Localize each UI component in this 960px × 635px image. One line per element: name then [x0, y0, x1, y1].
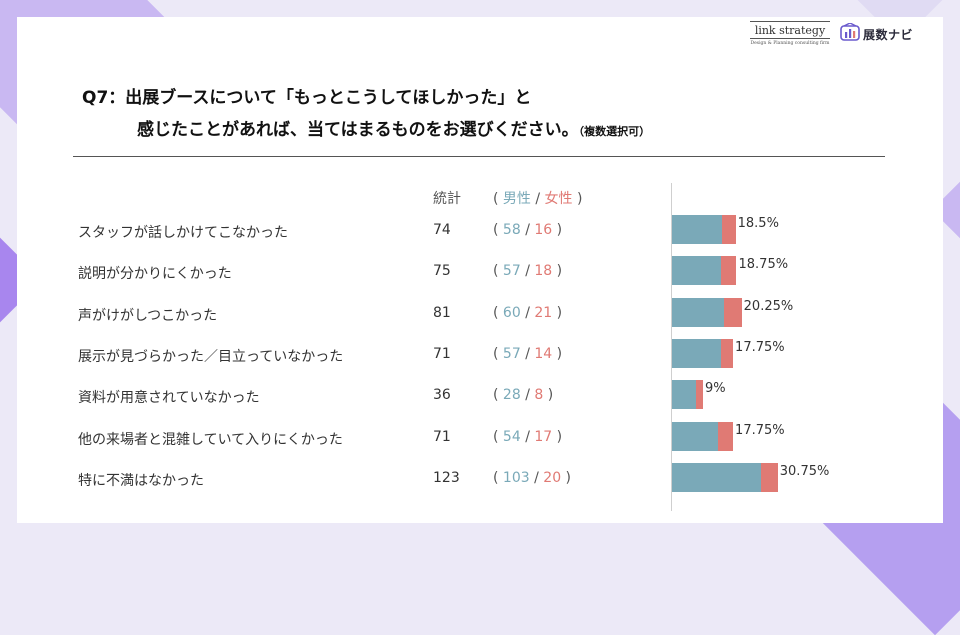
question-note: （複数選択可）: [578, 125, 651, 138]
bar-male: [672, 421, 719, 451]
split-paren-open: (: [493, 469, 503, 486]
total-value: 36: [433, 387, 451, 404]
bar-male: [672, 215, 722, 244]
category-label: 特に不満はなかった: [78, 472, 204, 489]
bar-female: [723, 297, 742, 327]
total-value: 75: [433, 263, 451, 280]
bar-male: [672, 462, 761, 492]
total-value: 71: [433, 345, 451, 362]
gender-split: ( 60 / 21 ): [493, 305, 562, 321]
split-paren-close: ): [552, 222, 563, 238]
gender-split: ( 28 / 8 ): [493, 387, 553, 403]
gender-split: ( 57 / 18 ): [493, 263, 562, 279]
bar-male: [672, 297, 724, 327]
header-slash: /: [535, 191, 541, 207]
category-label: 声がけがしつこかった: [78, 307, 218, 324]
link-strategy-name: link strategy: [754, 24, 826, 37]
split-paren-open: (: [493, 304, 503, 321]
category-label: 展示が見づらかった／目立っていなかった: [78, 348, 344, 365]
slide-card: link strategy Design & Planning consulti…: [17, 17, 943, 523]
male-count: 57: [502, 263, 521, 280]
category-label: スタッフが話しかけてこなかった: [78, 225, 288, 241]
total-value: 74: [433, 222, 451, 238]
bar-male: [672, 380, 697, 410]
split-slash: /: [520, 387, 535, 404]
female-count: 17: [534, 428, 553, 445]
male-count: 54: [502, 428, 521, 445]
female-count: 8: [534, 387, 544, 404]
header-total: 統計: [433, 191, 461, 207]
split-paren-close: ): [561, 469, 572, 486]
bar-female: [696, 380, 703, 410]
link-strategy-logo: link strategy Design & Planning consulti…: [750, 21, 830, 46]
gender-split: ( 58 / 16 ): [493, 222, 562, 238]
male-count: 60: [502, 304, 521, 321]
split-slash: /: [520, 222, 535, 238]
header-gender-split: ( 男性 / 女性 ): [493, 188, 582, 208]
bar-female: [760, 462, 778, 492]
category-label: 他の来場者と混雑していて入りにくかった: [78, 431, 343, 448]
percent-label: 18.75%: [738, 257, 789, 273]
split-slash: /: [529, 469, 544, 486]
divider: [73, 156, 885, 157]
female-count: 21: [534, 304, 553, 321]
split-paren-open: (: [493, 263, 503, 280]
chart-axis: [671, 183, 672, 511]
header-paren-close: ): [577, 191, 583, 207]
legend-male: 男性: [502, 191, 531, 207]
gender-split: ( 103 / 20 ): [493, 470, 571, 486]
male-count: 57: [502, 345, 521, 362]
percent-label: 17.75%: [735, 339, 785, 355]
split-paren-open: (: [493, 222, 503, 238]
split-slash: /: [520, 304, 535, 321]
category-label: 説明が分かりにくかった: [78, 266, 232, 283]
split-paren-close: ): [552, 304, 563, 321]
split-paren-open: (: [493, 345, 503, 362]
split-paren-close: ): [552, 263, 563, 280]
total-value: 71: [433, 428, 451, 445]
split-paren-open: (: [493, 387, 503, 404]
percent-label: 17.75%: [735, 422, 785, 438]
female-count: 18: [534, 263, 553, 280]
total-value: 123: [433, 469, 460, 486]
legend-female: 女性: [544, 191, 573, 207]
total-value: 81: [433, 304, 451, 321]
split-slash: /: [520, 428, 535, 445]
bar-female: [718, 421, 734, 451]
gender-split: ( 54 / 17 ): [493, 429, 562, 445]
tenji-navi-name: 展数ナビ: [863, 27, 914, 42]
percent-label: 30.75%: [779, 463, 830, 479]
percent-label: 20.25%: [743, 298, 794, 314]
question-subtitle: 感じたことがあれば、当てはまるものをお選びください。（複数選択可）: [137, 115, 650, 140]
bar-male: [672, 256, 722, 286]
split-paren-close: ): [543, 387, 554, 404]
tenji-navi-logo: 展数ナビ: [840, 22, 914, 45]
link-strategy-tagline: Design & Planning consulting firm: [750, 41, 830, 46]
male-count: 103: [502, 469, 530, 486]
split-paren-open: (: [493, 428, 503, 445]
gender-split: ( 57 / 14 ): [493, 346, 562, 362]
question-title: Q7：出展ブースについて「もっとこうしてほしかった」と: [82, 88, 532, 108]
header-paren-open: (: [493, 191, 499, 207]
split-slash: /: [520, 345, 535, 362]
question-line2: 感じたことがあれば、当てはまるものをお選びください。: [137, 120, 579, 140]
male-count: 28: [502, 387, 521, 404]
bar-female: [721, 215, 736, 244]
male-count: 58: [502, 222, 521, 238]
split-paren-close: ): [552, 345, 563, 362]
category-label: 資料が用意されていなかった: [78, 390, 260, 407]
split-paren-close: ): [552, 428, 563, 445]
percent-label: 9%: [704, 381, 726, 397]
bar-female: [721, 338, 734, 368]
split-slash: /: [520, 263, 535, 280]
bar-female: [721, 256, 737, 286]
female-count: 20: [543, 469, 562, 486]
booth-chart-icon: [840, 22, 860, 45]
percent-label: 18.5%: [737, 216, 779, 231]
bar-male: [672, 338, 722, 368]
female-count: 16: [534, 222, 553, 238]
female-count: 14: [534, 345, 553, 362]
